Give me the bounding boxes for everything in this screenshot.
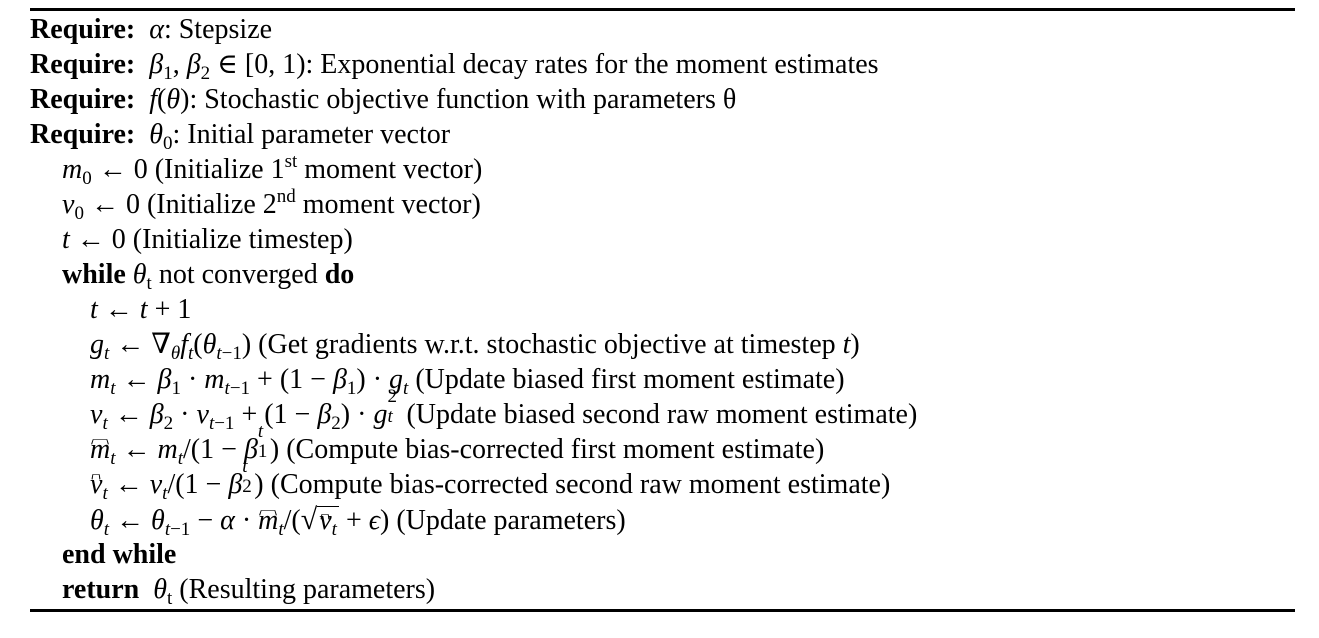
math-f-theta: f(θ) — [149, 84, 190, 115]
math-gradient: gt ← ∇θft(θt−1) — [90, 329, 252, 364]
end-while-line: end while — [30, 537, 1295, 572]
bottom-rule — [30, 609, 1295, 612]
init-ordinal: st — [284, 151, 298, 172]
init-line-t: t ← 0 (Initialize timestep) — [30, 222, 1295, 257]
require-text: : Stepsize — [163, 14, 273, 45]
math-bias-second: vt ← vt/(1 − β t 2) — [90, 456, 264, 504]
math-first-moment: mt ← β1 · mt−1 + (1 − β1) · gt — [90, 364, 409, 399]
math-t-assign: t ← 0 — [62, 224, 126, 255]
init-comment-a: (Initialize 1 — [154, 154, 285, 185]
math-m0-assign: m0 ← 0 — [62, 154, 148, 189]
require-text: : Stochastic objective function with par… — [189, 84, 737, 115]
math-alpha: α — [149, 14, 164, 45]
math-theta-t: θt — [153, 574, 173, 609]
algorithm-lines: Require: α: Stepsize Require: β1, β2 ∈ [… — [30, 12, 1295, 609]
init-ordinal: nd — [276, 186, 296, 207]
loop-comment: (Compute bias-corrected first moment est… — [286, 434, 825, 465]
init-line-v0: v0 ← 0 (Initialize 2nd moment vector) — [30, 186, 1295, 224]
math-t-increment: t ← t + 1 — [90, 294, 192, 325]
math-v0-assign: v0 ← 0 — [62, 189, 140, 224]
loop-comment: (Update parameters) — [396, 505, 626, 536]
do-keyword: do — [324, 259, 355, 290]
init-line-m0: m0 ← 0 (Initialize 1st moment vector) — [30, 151, 1295, 189]
loop-comment: (Update biased second raw moment estimat… — [406, 399, 918, 430]
init-comment-b: moment vector) — [297, 154, 483, 185]
require-text: : Initial parameter vector — [172, 119, 451, 150]
require-keyword: Require: — [30, 14, 136, 45]
while-condition: not converged — [158, 259, 318, 290]
return-keyword: return — [62, 574, 140, 605]
top-rule — [30, 8, 1295, 11]
math-t: t — [842, 329, 851, 360]
end-while-keyword: end while — [62, 539, 177, 570]
math-betas: β1, β2 ∈ [0, 1) — [149, 49, 306, 84]
loop-comment: (Update biased first moment estimate) — [415, 364, 845, 395]
algorithm-block: Require: α: Stepsize Require: β1, β2 ∈ [… — [30, 0, 1295, 638]
require-keyword: Require: — [30, 119, 136, 150]
require-text: : Exponential decay rates for the moment… — [305, 49, 879, 80]
loop-line-increment: t ← t + 1 — [30, 292, 1295, 327]
require-line-stepsize: Require: α: Stepsize — [30, 12, 1295, 47]
while-line: while θt not converged do — [30, 257, 1295, 294]
while-keyword: while — [62, 259, 126, 290]
init-comment: (Initialize timestep) — [132, 224, 353, 255]
loop-line-bias-first: mt ← mt/(1 − β t 1) (Compute bias-correcte… — [30, 421, 1295, 469]
math-theta0: θ0 — [149, 119, 173, 154]
loop-comment: (Get gradients w.r.t. stochastic objecti… — [258, 329, 836, 360]
loop-comment: (Compute bias-corrected second raw momen… — [270, 469, 891, 500]
loop-line-first-moment: mt ← β1 · mt−1 + (1 − β1) · gt (Update b… — [30, 362, 1295, 399]
require-line-decay-rates: Require: β1, β2 ∈ [0, 1): Exponential de… — [30, 47, 1295, 84]
init-comment-a: (Initialize 2 — [146, 189, 277, 220]
loop-line-update: θt ← θt−1 − α · mt/(√vt + ϵ) (Update par… — [30, 502, 1295, 540]
require-keyword: Require: — [30, 49, 136, 80]
return-comment: (Resulting parameters) — [179, 574, 436, 605]
require-line-initial-parameter: Require: θ0: Initial parameter vector — [30, 117, 1295, 154]
require-line-objective: Require: f(θ): Stochastic objective func… — [30, 82, 1295, 117]
loop-line-gradient: gt ← ∇θft(θt−1) (Get gradients w.r.t. st… — [90, 329, 860, 364]
math-bias-first: mt ← mt/(1 − β t 1) — [90, 421, 280, 469]
math-update: θt ← θt−1 − α · mt/(√vt + ϵ) — [90, 503, 390, 540]
require-keyword: Require: — [30, 84, 136, 115]
math-theta-t: θt — [132, 259, 152, 294]
loop-line-bias-second: vt ← vt/(1 − β t 2) (Compute bias-correcte… — [30, 456, 1295, 504]
init-comment-b: moment vector) — [295, 189, 481, 220]
return-line: return θt (Resulting parameters) — [30, 572, 1295, 609]
